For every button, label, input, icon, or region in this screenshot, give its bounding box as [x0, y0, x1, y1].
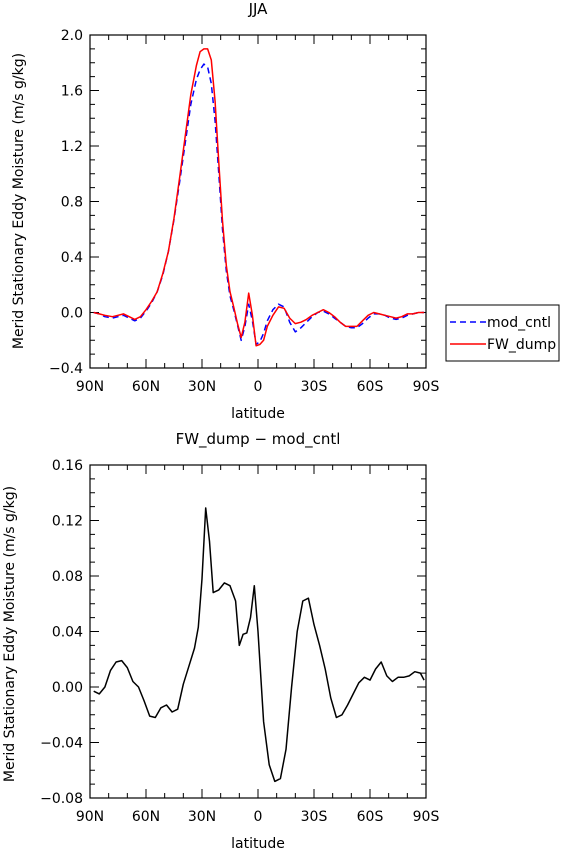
top-x-tick-label: 60N — [132, 379, 160, 395]
bottom-x-tick-labels: 90N 60N 30N 0 30S 60S 90S — [76, 809, 440, 825]
top-tick-marks — [89, 34, 427, 369]
top-y-tick-labels: −0.4 0.0 0.4 0.8 1.2 1.6 2.0 — [49, 28, 83, 377]
top-legend: mod_cntl FW_dump — [445, 304, 560, 362]
top-series-line-mod-cntl — [93, 63, 425, 346]
bottom-chart-title: FW_dump − mod_cntl — [176, 430, 341, 449]
top-y-tick-label: 0.4 — [61, 250, 83, 266]
top-x-tick-label: 30S — [301, 379, 328, 395]
bottom-y-tick-label: 0.12 — [52, 514, 83, 530]
top-panel: JJA 90N 60N 30N 0 30S 60S 90S −0.4 0.0 0.4 0.8 1.2… — [11, 0, 560, 422]
top-y-tick-label: −0.4 — [49, 361, 83, 377]
bottom-y-tick-label: 0.00 — [52, 680, 83, 696]
top-y-tick-label: 0.8 — [61, 195, 83, 211]
bottom-y-tick-label: −0.04 — [40, 736, 83, 752]
top-y-axis-label: Merid Stationary Eddy Moisture (m/s g/kg… — [11, 53, 27, 349]
top-x-axis-label: latitude — [231, 406, 285, 422]
top-series-line-fw-dump — [93, 48, 425, 347]
legend-label-fw-dump: FW_dump — [487, 337, 556, 353]
top-y-tick-label: 1.6 — [61, 84, 83, 100]
bottom-x-tick-label: 30N — [188, 809, 216, 825]
top-chart-title: JJA — [248, 0, 269, 18]
top-y-tick-label: 1.2 — [61, 139, 83, 155]
top-x-tick-label: 30N — [188, 379, 216, 395]
bottom-x-axis-label: latitude — [231, 836, 285, 851]
bottom-x-tick-label: 60S — [357, 809, 384, 825]
bottom-series-line-difference — [93, 507, 425, 783]
top-plot-frame — [89, 34, 427, 369]
bottom-y-tick-label: 0.16 — [52, 458, 83, 474]
top-x-tick-label: 90S — [413, 379, 440, 395]
bottom-y-tick-label: 0.04 — [52, 625, 83, 641]
bottom-panel: FW_dump − mod_cntl 90N 60N 30N 0 30S 60S 90S −… — [2, 430, 440, 852]
bottom-x-tick-label: 0 — [254, 809, 263, 825]
bottom-x-tick-label: 90S — [413, 809, 440, 825]
top-x-tick-label: 0 — [254, 379, 263, 395]
top-x-tick-label: 60S — [357, 379, 384, 395]
bottom-y-tick-label: 0.08 — [52, 569, 83, 585]
top-x-tick-labels: 90N 60N 30N 0 30S 60S 90S — [76, 379, 440, 395]
bottom-x-tick-label: 90N — [76, 809, 104, 825]
top-y-tick-label: 2.0 — [61, 28, 83, 44]
top-x-tick-label: 90N — [76, 379, 104, 395]
bottom-tick-marks — [89, 464, 427, 799]
bottom-y-tick-label: −0.08 — [40, 791, 83, 807]
bottom-y-tick-labels: −0.08 −0.04 0.00 0.04 0.08 0.12 0.16 — [40, 458, 83, 807]
top-series-lines — [93, 48, 425, 347]
legend-label-mod-cntl: mod_cntl — [487, 315, 551, 331]
bottom-series-lines — [93, 507, 425, 783]
legend-box — [445, 304, 560, 362]
bottom-y-axis-label: Merid Stationary Eddy Moisture (m/s g/kg… — [2, 486, 18, 782]
bottom-x-tick-label: 30S — [301, 809, 328, 825]
top-y-tick-label: 0.0 — [61, 306, 83, 322]
bottom-x-tick-label: 60N — [132, 809, 160, 825]
